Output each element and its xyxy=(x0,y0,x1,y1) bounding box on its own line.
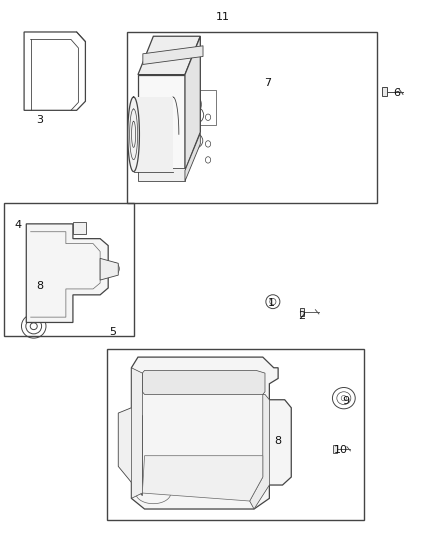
Polygon shape xyxy=(185,36,200,171)
Polygon shape xyxy=(128,97,139,172)
Text: 9: 9 xyxy=(343,396,350,406)
Text: 11: 11 xyxy=(215,12,230,22)
Bar xyxy=(382,87,387,96)
Text: 7: 7 xyxy=(264,78,271,87)
Polygon shape xyxy=(138,75,185,171)
Polygon shape xyxy=(26,224,108,322)
Polygon shape xyxy=(185,133,200,181)
Polygon shape xyxy=(142,370,265,394)
Text: 10: 10 xyxy=(334,446,348,455)
Bar xyxy=(187,90,216,125)
Polygon shape xyxy=(138,36,200,75)
Bar xyxy=(333,445,337,453)
Text: 8: 8 xyxy=(36,281,43,291)
Text: 5: 5 xyxy=(110,327,117,336)
Text: 6: 6 xyxy=(393,88,400,98)
Text: 3: 3 xyxy=(36,115,43,125)
Bar xyxy=(127,32,377,203)
Text: 2: 2 xyxy=(298,311,305,320)
Polygon shape xyxy=(131,357,291,509)
Bar xyxy=(300,308,304,316)
Bar xyxy=(4,203,134,336)
Polygon shape xyxy=(118,408,142,496)
Bar xyxy=(107,349,364,520)
Polygon shape xyxy=(142,456,263,501)
Polygon shape xyxy=(250,394,269,509)
Polygon shape xyxy=(134,97,173,172)
Text: 1: 1 xyxy=(268,298,275,308)
Polygon shape xyxy=(73,222,86,233)
Polygon shape xyxy=(131,368,142,498)
Polygon shape xyxy=(100,259,118,280)
Text: 8: 8 xyxy=(275,437,282,446)
Text: 4: 4 xyxy=(14,220,21,230)
Polygon shape xyxy=(138,168,185,181)
